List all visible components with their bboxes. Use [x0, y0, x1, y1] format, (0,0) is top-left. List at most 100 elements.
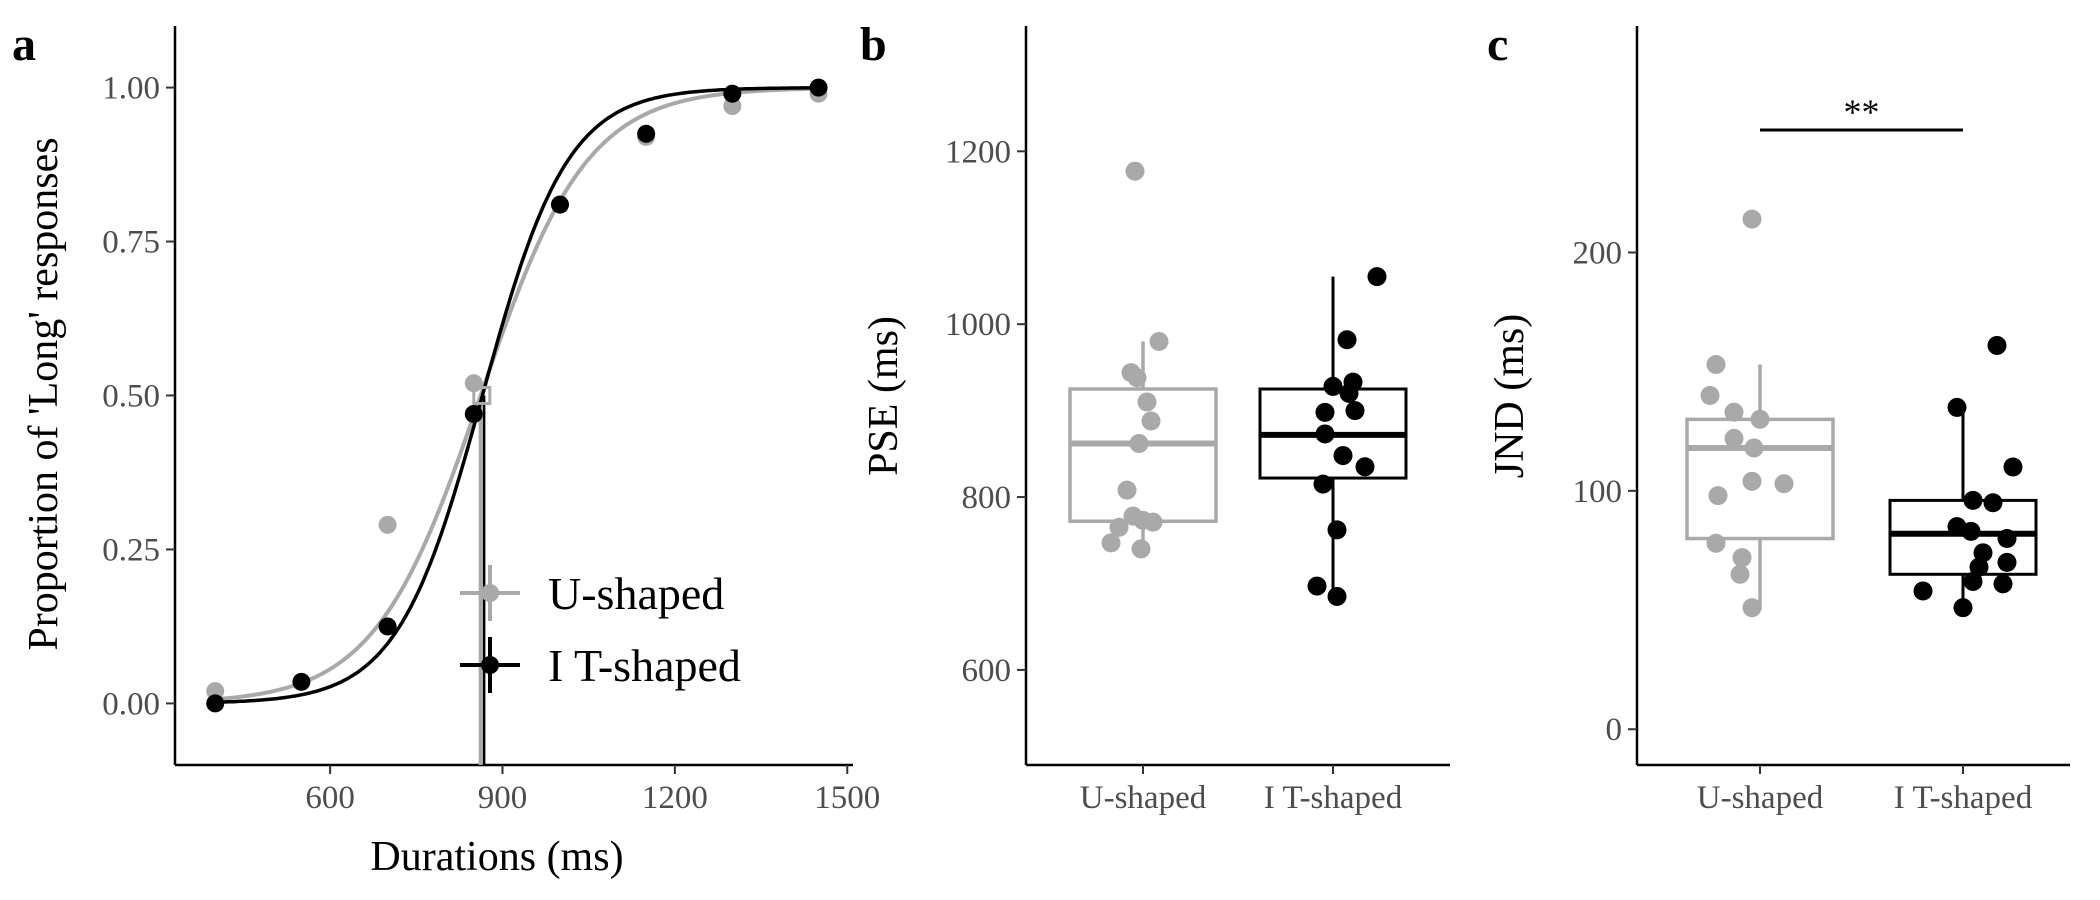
panel-c-data-point	[1724, 402, 1744, 422]
panel-c-data-point	[1742, 209, 1762, 229]
panel-a-fit-curve	[214, 86, 819, 702]
panel-b-data-point	[1307, 576, 1327, 596]
panel-a-y-tick-label: 1.00	[102, 71, 160, 107]
panel-a-x-axis-title: Durations (ms)	[370, 834, 623, 880]
panel-a-data-point	[206, 694, 225, 713]
panel-a-data-point	[809, 78, 828, 97]
panel-b-data-point	[1117, 480, 1137, 500]
panel-a-pse-marker	[472, 386, 492, 405]
panel-b-data-point	[1367, 267, 1387, 287]
panel-c-data-point	[1750, 409, 1770, 429]
panel-a-x-tick-label: 600	[305, 780, 355, 816]
panel-c-data-point	[1961, 521, 1981, 541]
panel-a-y-axis-title: Proportion of 'Long' responses	[21, 137, 67, 650]
panel-a-x-tick-label: 900	[478, 780, 528, 816]
panel-b-y-tick-label: 600	[962, 653, 1012, 689]
panel-c-box	[1888, 498, 2038, 576]
panel-c-data-point	[1973, 543, 1993, 563]
panel-b-data-point	[1141, 411, 1161, 431]
panel-a-data-point	[206, 682, 225, 701]
panel-a-y-tick-label: 0.50	[102, 379, 160, 415]
panel-c-data-point	[1963, 571, 1983, 591]
panel-c-data-point	[1997, 529, 2017, 549]
panel-b-data-point	[1131, 539, 1151, 559]
panel-a-y-tick-label: 0.75	[102, 225, 160, 261]
panel-a-data-point	[464, 404, 483, 423]
panel-b-data-point	[1149, 331, 1169, 351]
panel-c-data-point	[1953, 598, 1973, 618]
panel-b-data-point	[1355, 457, 1375, 477]
panel-c-significance-label: **	[1844, 92, 1880, 132]
panel-b-data-point	[1101, 533, 1121, 553]
panel-b-data-point	[1315, 402, 1335, 422]
panel-b-data-point	[1313, 474, 1333, 494]
panel-c-data-point	[1706, 533, 1726, 553]
panel-b-data-point	[1125, 161, 1145, 181]
panel-c-data-point	[1706, 355, 1726, 375]
panel-b-data-point	[1345, 401, 1365, 421]
panel-b-data-point	[1327, 586, 1347, 606]
panel-c-y-tick-label: 100	[1573, 474, 1623, 510]
panel-b-data-point	[1129, 433, 1149, 453]
panel-b-data-point	[1333, 446, 1353, 466]
panel-b-data-point	[1137, 392, 1157, 412]
panel-b-data-point	[1143, 512, 1163, 532]
panel-c-data-point	[1742, 471, 1762, 491]
panel-a-y-tick-label: 0.00	[102, 686, 160, 722]
panel-a-y-tick-label: 0.25	[102, 532, 160, 568]
panel-c-data-point	[1774, 474, 1794, 494]
panel-a-x-tick-label: 1500	[814, 780, 880, 816]
panel-c-data-point	[1700, 386, 1720, 405]
panel-a-legend-point	[481, 584, 499, 602]
panel-b-data-point	[1327, 520, 1347, 540]
panel-a-data-point	[292, 672, 311, 691]
panel-b-data-point	[1127, 368, 1147, 388]
panel-a-data-point	[378, 515, 397, 534]
panel-c-data-point	[2003, 457, 2023, 477]
panel-a-data-point	[637, 124, 656, 143]
panel-c-data-point	[1963, 490, 1983, 510]
panel-a-data-point	[550, 195, 569, 214]
panel-a: a Durations (ms) Proportion of 'Long' re…	[12, 18, 880, 880]
panel-a-data-point	[723, 97, 742, 116]
panel-a-x-tick-label: 1200	[642, 780, 708, 816]
panel-b-y-tick-label: 800	[962, 480, 1012, 516]
panel-b-data-point	[1323, 376, 1343, 396]
panel-letter-c: c	[1487, 18, 1508, 71]
panel-b-y-tick-label: 1200	[945, 134, 1011, 170]
panel-b-data-point	[1315, 424, 1335, 444]
panel-c-x-tick-label: I T-shaped	[1894, 780, 2033, 816]
panel-c-data-point	[1983, 493, 2003, 513]
panel-letter-a: a	[12, 18, 36, 71]
panel-c-data-point	[1993, 574, 2013, 594]
panel-a-data-point	[378, 617, 397, 636]
panel-a-legend-point	[481, 656, 499, 674]
panel-c-y-tick-label: 0	[1606, 712, 1623, 748]
panel-c-x-tick-label: U-shaped	[1697, 780, 1824, 816]
panel-c-data-point	[1969, 557, 1989, 577]
panel-c-data-point	[1724, 428, 1744, 448]
panel-b-data-point	[1339, 383, 1359, 403]
panel-c-data-point	[1708, 486, 1728, 506]
panel-c-data-point	[1997, 552, 2017, 572]
panel-a-data-point	[723, 84, 742, 103]
panel-letter-b: b	[860, 18, 887, 71]
panel-b: b PSE (ms) 600 800 1000 1200 U-shaped I T-sha…	[860, 18, 1450, 816]
panel-c-data-point	[1730, 564, 1750, 584]
panel-b-x-tick-label: I T-shaped	[1264, 780, 1403, 816]
panel-b-y-axis-title: PSE (ms)	[861, 316, 907, 476]
panel-b-data-point	[1109, 517, 1129, 537]
panel-c-y-tick-label: 200	[1573, 235, 1623, 271]
panel-a-legend-label: U-shaped	[548, 568, 724, 619]
panel-c-data-point	[1987, 335, 2007, 355]
panel-c-data-point	[1744, 438, 1764, 458]
panel-c-data-point	[1742, 598, 1762, 618]
panel-c-data-point	[1913, 581, 1933, 601]
panel-a-legend-label: I T-shaped	[548, 640, 741, 691]
panel-c: c JND (ms) 0 100 200 U-shaped I T-shaped **	[1487, 18, 2070, 816]
panel-a-fit-curve	[215, 86, 819, 705]
panel-c-y-axis-title: JND (ms)	[1487, 314, 1533, 479]
panel-c-data-point	[1947, 397, 1967, 417]
panel-b-x-tick-label: U-shaped	[1080, 780, 1207, 816]
